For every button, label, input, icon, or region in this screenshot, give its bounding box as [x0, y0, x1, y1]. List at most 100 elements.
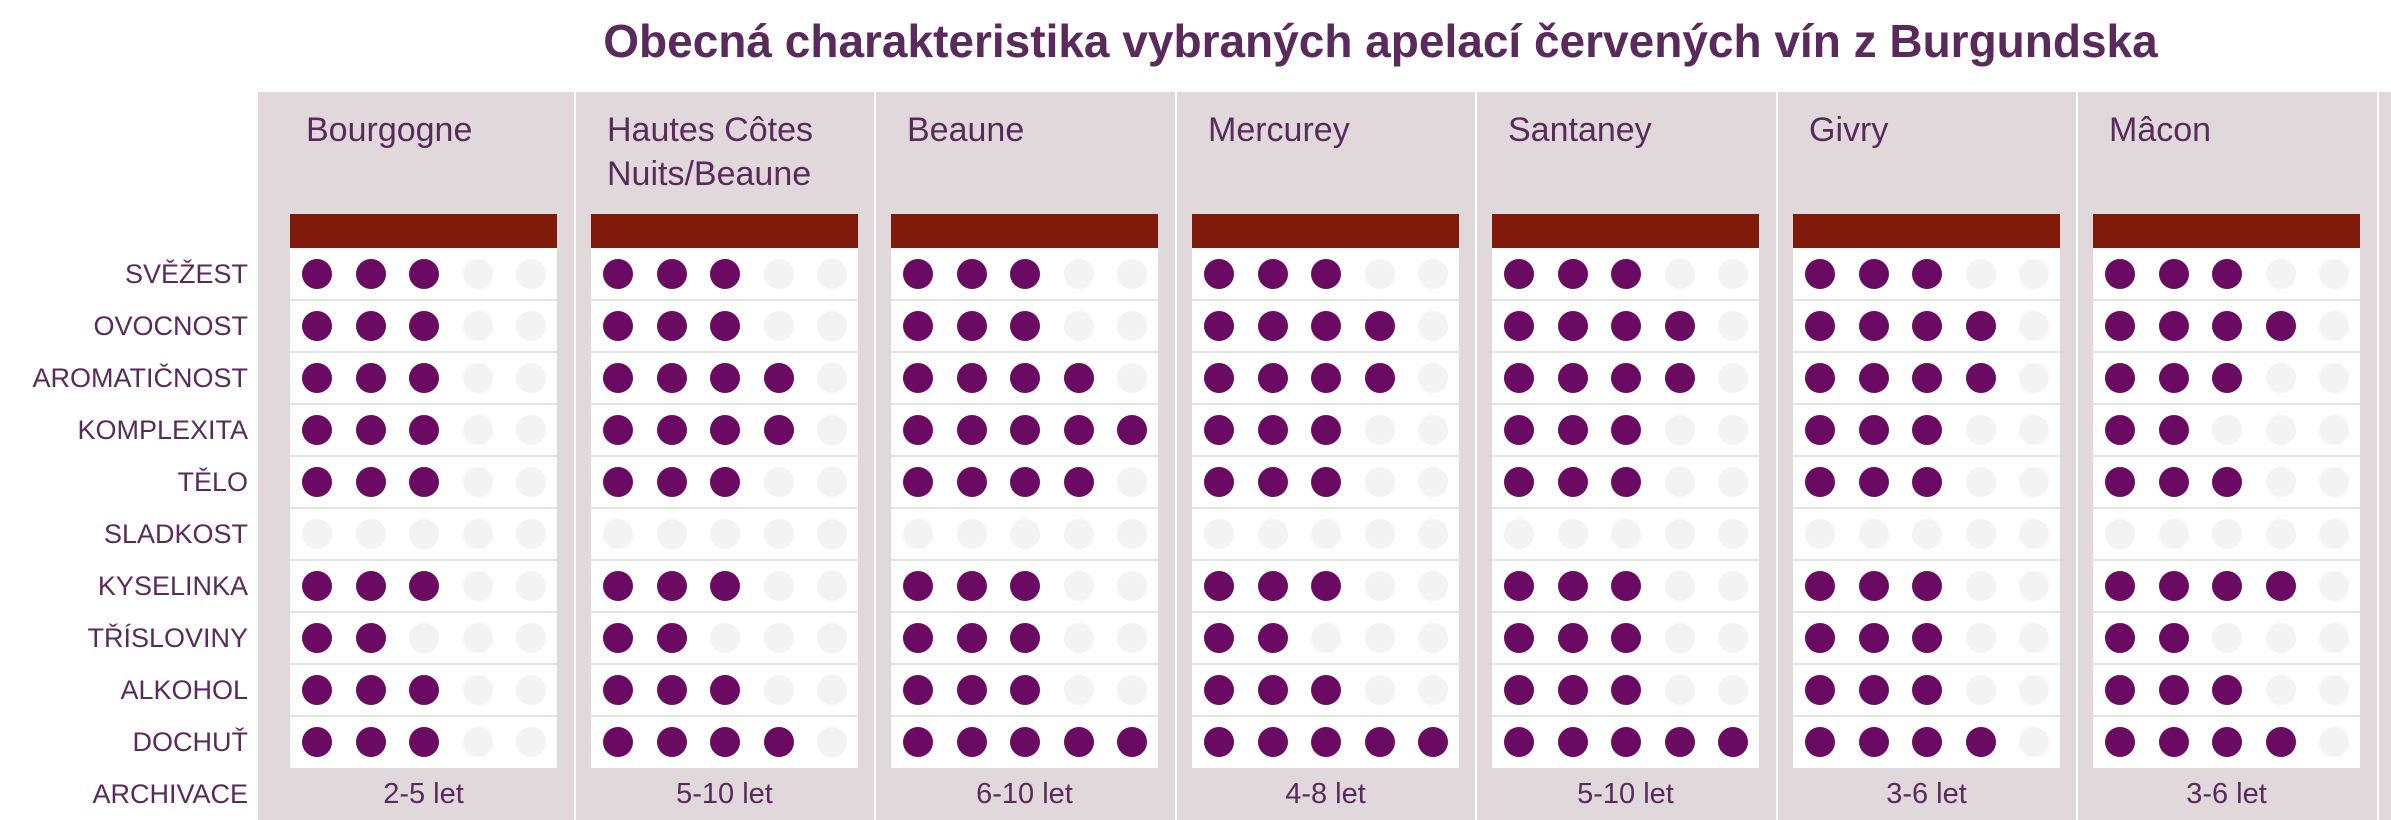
- row-divider: [290, 351, 557, 353]
- rating-dot-filled: [1364, 311, 1395, 341]
- rating-dot-empty: [1805, 519, 1835, 549]
- rating-dot-empty: [956, 519, 987, 549]
- rating-dot-filled: [1611, 571, 1641, 601]
- row-label: KYSELINKA: [97, 571, 248, 601]
- rating-dot-filled: [1204, 311, 1234, 341]
- archive-row-label: ARCHIVACE: [92, 779, 248, 809]
- rating-dot-empty: [516, 363, 546, 393]
- row-divider: [1192, 299, 1459, 301]
- rating-dot-empty: [1718, 571, 1748, 601]
- rating-dot-filled: [1805, 727, 1835, 757]
- rating-dot-filled: [603, 415, 633, 445]
- row-divider: [290, 455, 557, 457]
- rating-dot-filled: [1010, 259, 1040, 289]
- archivace-value: 5-10 let: [591, 768, 858, 820]
- rating-dot-filled: [1912, 727, 1942, 757]
- row-divider: [1492, 351, 1759, 353]
- row-label: ALKOHOL: [120, 675, 248, 705]
- rating-dot-empty: [1718, 623, 1748, 653]
- rating-dot-empty: [763, 311, 794, 341]
- rating-dot-empty: [2319, 259, 2349, 289]
- rating-dot-empty: [1557, 519, 1588, 549]
- row-divider: [1492, 663, 1759, 665]
- row-label: DOCHUŤ: [132, 727, 249, 757]
- rating-dot-filled: [2105, 311, 2135, 341]
- rating-dot-empty: [1965, 467, 1996, 497]
- rating-dot-filled: [1257, 415, 1288, 445]
- rating-dot-filled: [409, 363, 439, 393]
- row-divider: [1793, 663, 2060, 665]
- row-divider: [1192, 663, 1459, 665]
- row-divider: [891, 455, 1158, 457]
- rating-dot-empty: [1204, 519, 1234, 549]
- row-divider: [2093, 351, 2360, 353]
- rating-dot-empty: [1010, 519, 1040, 549]
- archivace-value: 6-10 let: [891, 768, 1158, 820]
- row-divider: [290, 663, 557, 665]
- rating-dot-filled: [1063, 727, 1094, 757]
- rating-dot-empty: [2019, 623, 2049, 653]
- row-divider: [591, 455, 858, 457]
- rating-dot-filled: [1364, 727, 1395, 757]
- rating-dot-empty: [763, 623, 794, 653]
- row-divider: [591, 299, 858, 301]
- row-divider: [1793, 351, 2060, 353]
- row-label: SLADKOST: [103, 519, 248, 549]
- appellation-header: Hautes Côtes Nuits/Beaune: [591, 92, 858, 214]
- rating-dot-filled: [1063, 415, 1094, 445]
- row-divider: [1793, 299, 2060, 301]
- rating-dot-filled: [1611, 311, 1641, 341]
- rating-dot-empty: [817, 415, 847, 445]
- rating-dot-filled: [656, 415, 687, 445]
- rating-dot-empty: [817, 467, 847, 497]
- rating-dot-filled: [2212, 467, 2242, 497]
- row-divider: [2093, 559, 2360, 561]
- rating-dot-filled: [1912, 675, 1942, 705]
- rating-dot-empty: [516, 727, 546, 757]
- rating-dot-filled: [355, 571, 386, 601]
- rating-dot-empty: [1718, 519, 1748, 549]
- rating-dot-filled: [2105, 571, 2135, 601]
- rating-dot-filled: [1912, 363, 1942, 393]
- rating-dot-filled: [2158, 363, 2189, 393]
- rating-dot-filled: [763, 727, 794, 757]
- rating-dot-filled: [2212, 259, 2242, 289]
- rating-dot-filled: [903, 415, 933, 445]
- row-divider: [891, 507, 1158, 509]
- rating-dot-filled: [1257, 675, 1288, 705]
- rating-dot-filled: [603, 571, 633, 601]
- rating-dot-empty: [1117, 311, 1147, 341]
- rating-dot-filled: [355, 467, 386, 497]
- row-divider: [591, 715, 858, 717]
- column-separator: [1475, 92, 1477, 820]
- rating-dot-filled: [2105, 727, 2135, 757]
- rating-dot-empty: [1664, 415, 1695, 445]
- appellation-header: Mercurey: [1192, 92, 1459, 214]
- rating-dot-empty: [462, 259, 493, 289]
- row-divider: [591, 403, 858, 405]
- rating-dot-filled: [603, 363, 633, 393]
- rating-dot-filled: [656, 727, 687, 757]
- rating-dot-filled: [2158, 571, 2189, 601]
- rating-dot-filled: [1611, 259, 1641, 289]
- rating-dot-filled: [1311, 311, 1341, 341]
- rating-dot-filled: [710, 363, 740, 393]
- rating-dot-filled: [1805, 467, 1835, 497]
- appellation-header: Beaune: [891, 92, 1158, 214]
- rating-dot-filled: [1204, 675, 1234, 705]
- row-divider: [2093, 507, 2360, 509]
- rating-dot-empty: [409, 519, 439, 549]
- row-divider: [1492, 403, 1759, 405]
- rating-dot-empty: [2319, 415, 2349, 445]
- rating-dot-filled: [1117, 727, 1147, 757]
- row-divider: [1192, 507, 1459, 509]
- rating-dot-filled: [2212, 311, 2242, 341]
- rating-dot-filled: [2105, 467, 2135, 497]
- rating-dot-filled: [1557, 675, 1588, 705]
- rating-dot-filled: [2158, 727, 2189, 757]
- rating-dot-empty: [1364, 519, 1395, 549]
- rating-dot-empty: [1965, 675, 1996, 705]
- rating-dot-empty: [302, 519, 332, 549]
- rating-dot-empty: [1965, 571, 1996, 601]
- row-divider: [591, 611, 858, 613]
